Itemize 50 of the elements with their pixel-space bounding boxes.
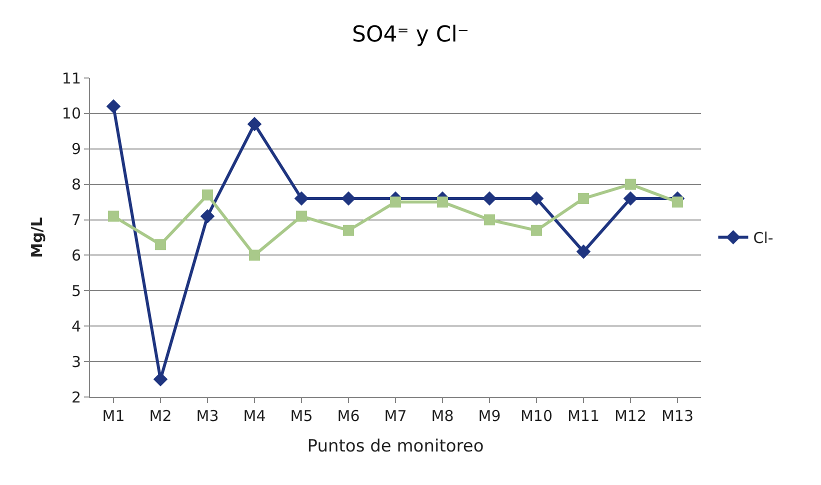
x-tick-label: M10 xyxy=(520,407,553,425)
point xyxy=(153,372,168,386)
y-tick-label: 7 xyxy=(71,211,81,230)
point xyxy=(390,196,401,208)
legend-label: Cl- xyxy=(753,229,774,248)
point xyxy=(672,196,683,208)
point xyxy=(482,191,497,206)
x-tick-label: M3 xyxy=(196,407,219,425)
point xyxy=(106,99,121,114)
x-tick-label: M6 xyxy=(337,407,360,425)
x-axis-title: Puntos de monitoreo xyxy=(307,436,484,456)
x-tick-label: M12 xyxy=(614,407,647,425)
chart-title: SO4⁼ y Cl⁻ xyxy=(352,22,469,48)
point xyxy=(437,196,448,208)
point xyxy=(529,191,544,206)
x-tick-label: M1 xyxy=(102,407,125,425)
x-tick-label: M2 xyxy=(149,407,172,425)
point xyxy=(200,209,215,224)
point xyxy=(343,224,354,236)
point xyxy=(247,116,262,132)
x-tick-label: M4 xyxy=(243,407,266,425)
y-tick-label: 10 xyxy=(62,104,81,123)
x-tick-label: M11 xyxy=(567,407,600,425)
point xyxy=(249,250,260,261)
y-tick-label: 11 xyxy=(62,69,81,88)
y-tick-label: 2 xyxy=(71,388,81,406)
x-tick-label: M7 xyxy=(384,407,407,425)
x-tick-label: M13 xyxy=(661,407,694,425)
point xyxy=(155,239,166,250)
point xyxy=(202,189,213,200)
x-tick-label: M5 xyxy=(290,407,313,425)
y-tick-label: 3 xyxy=(71,352,81,371)
point xyxy=(294,191,309,206)
y-tick-label: 6 xyxy=(71,246,81,264)
x-tick-label: M8 xyxy=(431,407,454,425)
x-tick-label: M9 xyxy=(478,407,501,425)
point xyxy=(576,244,591,259)
point xyxy=(623,191,638,206)
y-tick-label: 4 xyxy=(71,317,81,336)
point xyxy=(484,214,495,226)
y-tick-label: 5 xyxy=(71,282,81,300)
point xyxy=(578,193,589,204)
y-tick-label: 8 xyxy=(71,176,81,194)
point xyxy=(108,210,119,222)
point xyxy=(531,224,542,236)
point xyxy=(296,210,307,222)
point xyxy=(341,191,356,206)
y-axis-title: Mg/L xyxy=(28,216,46,258)
point xyxy=(625,178,636,190)
y-tick-label: 9 xyxy=(71,140,81,158)
